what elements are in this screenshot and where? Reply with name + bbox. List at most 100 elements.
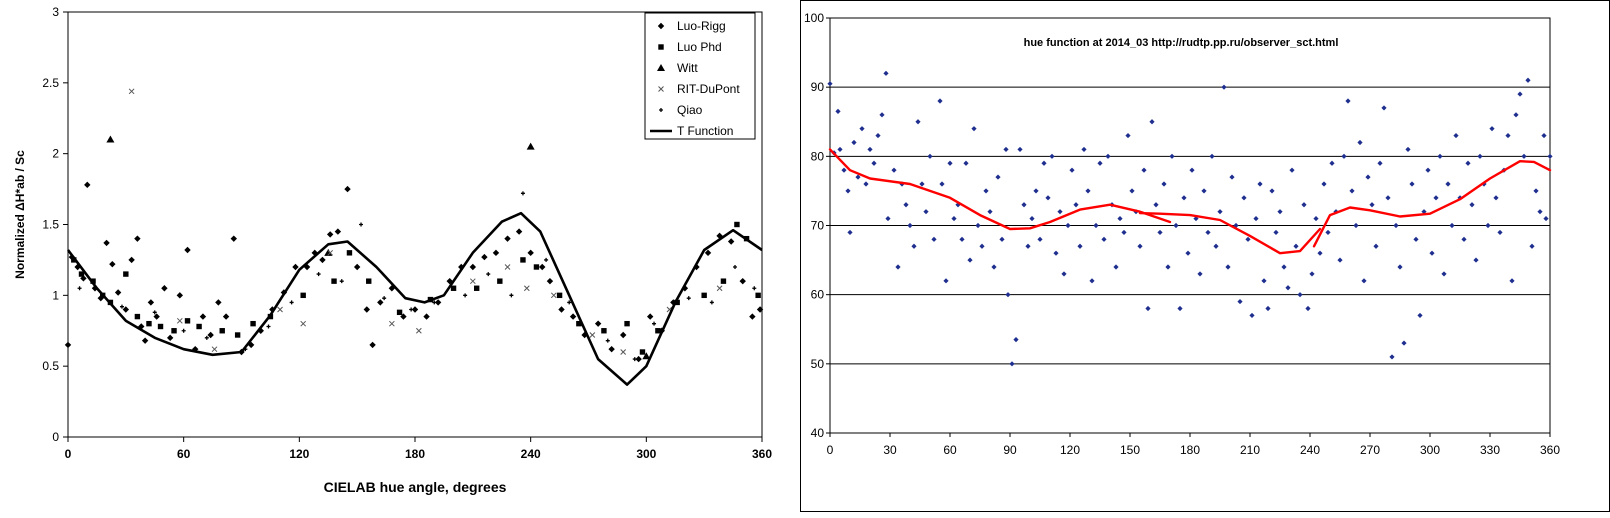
x-tick-label: 0 bbox=[65, 447, 72, 461]
point-luo-rigg bbox=[84, 181, 91, 189]
point-luo-phd bbox=[134, 313, 141, 320]
point-luo-phd bbox=[71, 257, 77, 263]
point-sample bbox=[983, 188, 989, 194]
point-luo-phd bbox=[674, 299, 680, 306]
point-rit-dupont bbox=[523, 285, 530, 292]
point-luo-phd bbox=[720, 278, 727, 284]
y-tick-label: 50 bbox=[811, 357, 825, 371]
point-luo-phd bbox=[734, 221, 740, 228]
point-luo-rigg bbox=[527, 249, 534, 257]
point-sample bbox=[939, 181, 945, 187]
point-sample bbox=[999, 236, 1005, 242]
point-luo-rigg bbox=[620, 331, 627, 339]
point-luo-phd bbox=[250, 320, 256, 327]
point-sample bbox=[863, 181, 869, 187]
point-luo-rigg bbox=[153, 313, 160, 320]
point-luo-rigg bbox=[716, 232, 723, 240]
point-sample bbox=[943, 278, 949, 284]
point-luo-rigg bbox=[411, 306, 419, 313]
legend-label: T Function bbox=[677, 124, 733, 138]
point-luo-phd bbox=[520, 257, 526, 263]
point-qiao bbox=[632, 357, 637, 362]
left-chart-panel: 0 0.5 1 1.5 2 2.5 3 0 60 120 180 240 300 360 CIELAB hu… bbox=[0, 0, 800, 513]
point-sample bbox=[1005, 292, 1011, 298]
y-tick-label: 100 bbox=[804, 11, 824, 25]
point-sample bbox=[1017, 146, 1023, 153]
point-luo-rigg bbox=[134, 235, 141, 242]
point-qiao bbox=[152, 310, 157, 315]
y-tick-label: 90 bbox=[811, 80, 825, 94]
point-sample bbox=[927, 153, 933, 159]
point-rit-dupont bbox=[277, 306, 283, 313]
point-luo-rigg bbox=[369, 341, 376, 349]
legend-marker bbox=[658, 86, 664, 92]
point-luo-rigg bbox=[138, 323, 145, 330]
point-witt bbox=[324, 248, 333, 256]
point-luo-rigg bbox=[344, 185, 351, 193]
point-luo-rigg bbox=[64, 341, 72, 349]
point-luo-rigg bbox=[423, 313, 430, 320]
right-chart-panel: 40 50 60 70 80 90 100 0 30 60 90 120 150 180 210 240 270… bbox=[800, 0, 1610, 512]
point-qiao bbox=[709, 300, 714, 305]
x-tick-label: 270 bbox=[1360, 443, 1380, 457]
point-rit-dupont bbox=[589, 332, 596, 338]
point-luo-rigg bbox=[326, 231, 334, 238]
point-qiao bbox=[686, 296, 691, 301]
point-luo-phd bbox=[184, 318, 191, 324]
point-sample bbox=[891, 167, 897, 173]
point-rit-dupont bbox=[504, 264, 511, 270]
y-tick-label: 0 bbox=[52, 430, 59, 444]
point-luo-rigg bbox=[215, 299, 222, 306]
point-luo-rigg bbox=[546, 277, 554, 285]
point-luo-rigg bbox=[469, 263, 477, 271]
point-luo-rigg bbox=[515, 228, 523, 235]
point-sample bbox=[971, 126, 977, 132]
point-luo-rigg bbox=[353, 263, 361, 271]
point-sample bbox=[963, 160, 969, 166]
point-luo-rigg bbox=[109, 260, 116, 268]
point-sample bbox=[883, 70, 889, 76]
y-tick-label: 2.5 bbox=[42, 76, 59, 90]
point-luo-rigg bbox=[492, 249, 500, 257]
point-luo-phd bbox=[366, 278, 372, 284]
hue-function-curve bbox=[1138, 211, 1322, 255]
y-tick-label: 1.5 bbox=[42, 218, 59, 232]
point-luo-rigg bbox=[670, 299, 677, 306]
point-qiao bbox=[520, 191, 525, 196]
legend-label: Luo Phd bbox=[677, 40, 722, 54]
x-tick-label: 180 bbox=[405, 447, 425, 461]
point-qiao bbox=[266, 324, 271, 329]
point-luo-phd bbox=[219, 328, 225, 334]
point-luo-rigg bbox=[292, 263, 299, 271]
point-luo-rigg bbox=[608, 345, 615, 353]
point-luo-rigg bbox=[80, 275, 87, 282]
x-axis-title: CIELAB hue angle, degrees bbox=[324, 479, 507, 495]
point-luo-phd bbox=[123, 271, 129, 277]
point-sample bbox=[827, 81, 833, 87]
point-witt bbox=[106, 135, 115, 143]
y-tick-label: 1 bbox=[52, 288, 59, 302]
point-rit-dupont bbox=[300, 320, 307, 327]
point-luo-rigg bbox=[594, 320, 602, 327]
point-sample bbox=[1345, 98, 1351, 104]
point-sample bbox=[959, 236, 965, 242]
point-sample bbox=[1013, 337, 1019, 343]
point-luo-phd bbox=[171, 328, 177, 334]
point-luo-rigg bbox=[539, 263, 546, 271]
point-qiao bbox=[204, 335, 209, 340]
legend-marker bbox=[657, 22, 665, 30]
point-luo-phd bbox=[755, 292, 761, 299]
point-luo-rigg bbox=[103, 239, 110, 247]
y-tick-label: 3 bbox=[52, 5, 59, 19]
point-sample bbox=[841, 167, 847, 173]
point-luo-rigg bbox=[756, 306, 764, 313]
point-sample bbox=[911, 243, 917, 249]
point-luo-phd bbox=[576, 320, 582, 327]
point-qiao bbox=[119, 304, 124, 309]
point-luo-rigg bbox=[147, 299, 155, 306]
point-luo-phd bbox=[450, 285, 457, 291]
point-luo-rigg bbox=[128, 256, 135, 264]
point-sample bbox=[919, 181, 925, 187]
y-tick-label: 60 bbox=[811, 288, 825, 302]
point-luo-rigg bbox=[192, 345, 199, 353]
